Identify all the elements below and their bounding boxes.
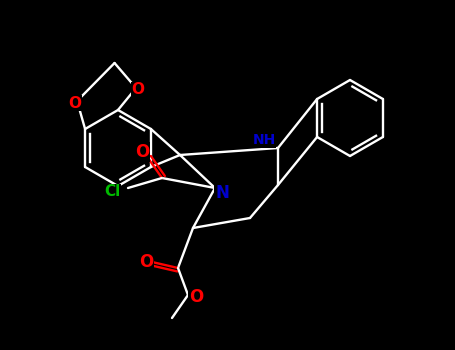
Text: Cl: Cl <box>104 184 120 200</box>
Text: NH: NH <box>253 133 276 147</box>
Text: N: N <box>215 184 229 202</box>
Text: O: O <box>131 83 145 98</box>
Text: O: O <box>139 253 153 271</box>
Text: O: O <box>69 96 81 111</box>
Text: O: O <box>189 288 203 306</box>
Text: O: O <box>135 143 149 161</box>
